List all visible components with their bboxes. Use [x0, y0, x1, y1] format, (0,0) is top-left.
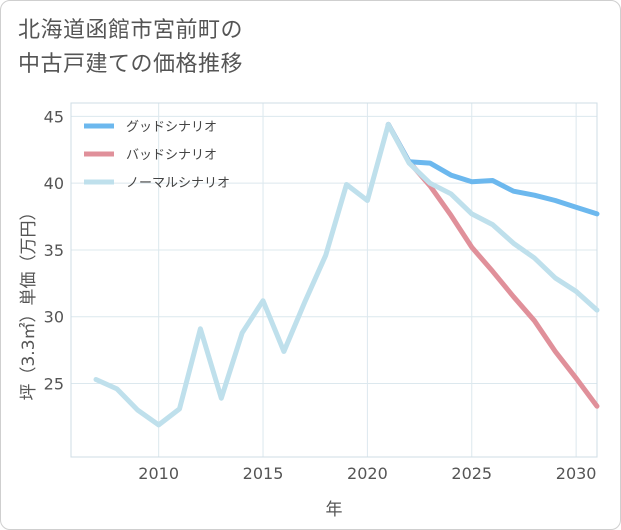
x-axis-title: 年: [326, 500, 343, 520]
chart-title: 北海道函館市宮前町の 中古戸建ての価格推移: [18, 14, 243, 82]
chart-title-line-1: 北海道函館市宮前町の: [18, 18, 244, 43]
legend-label-2: ノーマルシナリオ: [126, 176, 230, 191]
y-axis-title: 坪（3.3㎡）単価（万円）: [19, 203, 39, 400]
y-tick-labels: 25 30 35 40 45: [44, 107, 64, 393]
y-tick-label: 45: [44, 107, 64, 126]
series-line-1: [385, 121, 600, 409]
y-tick-label: 25: [44, 375, 64, 394]
x-tick-label: 2015: [243, 464, 284, 483]
y-tick-label: 35: [44, 241, 64, 260]
legend-label-1: バッドシナリオ: [126, 148, 217, 163]
plot-area-border: [70, 102, 598, 458]
grid-lines: [71, 103, 597, 457]
series-line-0: [385, 121, 600, 217]
chart-title-line-2: 中古戸建ての価格推移: [18, 52, 244, 77]
x-tick-label: 2020: [347, 464, 388, 483]
series-lines: [93, 121, 600, 428]
x-tick-label: 2030: [556, 464, 597, 483]
legend-label-0: グッドシナリオ: [126, 120, 217, 135]
y-tick-label: 30: [44, 308, 64, 327]
series-line-2: [93, 121, 600, 428]
x-tick-labels: 2010 2015 2020 2025 2030: [138, 464, 596, 483]
x-tick-label: 2010: [138, 464, 179, 483]
x-tick-label: 2025: [451, 464, 492, 483]
y-tick-label: 40: [44, 174, 64, 193]
